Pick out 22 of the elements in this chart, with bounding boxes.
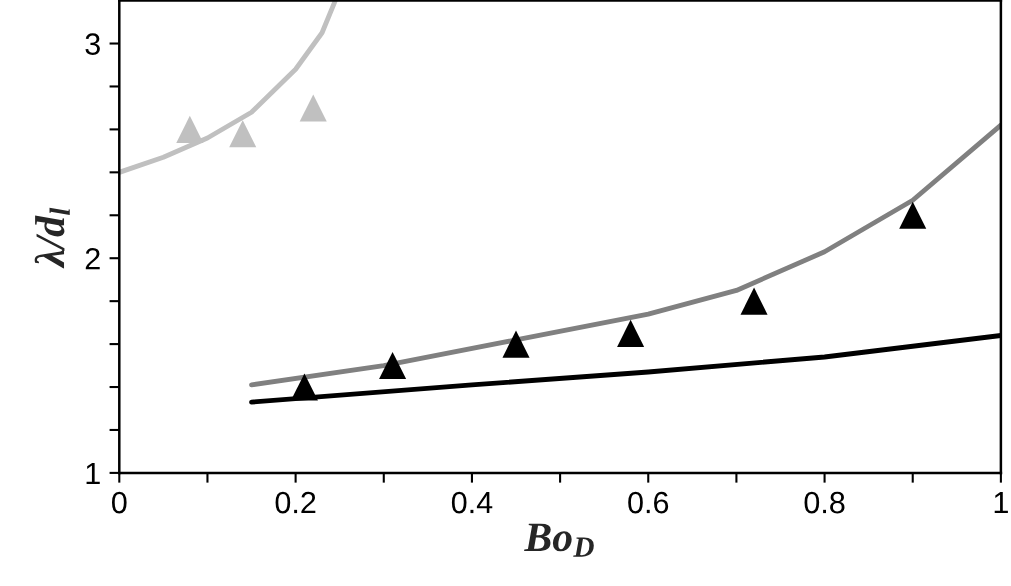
- point: [176, 115, 204, 143]
- point: [290, 373, 318, 401]
- y-tick-label: 2: [85, 247, 100, 270]
- y-tick-label: 1: [86, 462, 100, 484]
- point: [229, 120, 257, 148]
- line-series: [249, 122, 1001, 388]
- point: [379, 352, 407, 380]
- x-tick-label: 1: [994, 492, 1008, 514]
- x-tick-label: 0.6: [628, 491, 669, 514]
- x-tick-label: 0: [112, 491, 127, 514]
- line-series: [119, 0, 338, 175]
- point: [740, 287, 768, 315]
- point: [899, 201, 927, 229]
- y-tick-label: 3: [85, 33, 100, 55]
- point: [502, 330, 530, 358]
- x-axis-title: Bo$_{D}$: [524, 523, 594, 557]
- x-tick-label: 0.2: [275, 491, 316, 514]
- point: [299, 94, 327, 122]
- x-tick-label: 0.8: [804, 491, 845, 514]
- y-axis-title: λ/d$_{l}$: [34, 207, 70, 269]
- point: [617, 319, 645, 347]
- x-tick-label: 0.4: [451, 491, 493, 514]
